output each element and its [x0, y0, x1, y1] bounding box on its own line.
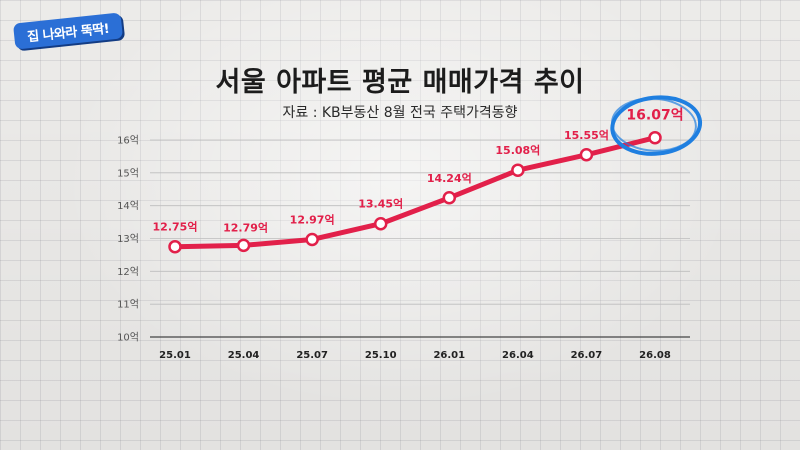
data-label: 16.07억 [626, 108, 683, 124]
data-label: 15.55억 [564, 129, 609, 142]
x-tick-label: 26.04 [502, 350, 534, 361]
x-tick-label: 26.08 [639, 350, 671, 361]
data-label: 12.97억 [290, 213, 335, 226]
data-label: 14.24억 [427, 172, 472, 185]
data-point [442, 191, 457, 205]
series-line [172, 135, 658, 250]
y-tick-label: 10억 [117, 332, 139, 344]
y-tick-label: 14억 [117, 200, 139, 212]
data-point [373, 216, 388, 231]
data-label: 12.75억 [153, 221, 198, 234]
y-tick-label: 13억 [117, 233, 139, 245]
data-label: 12.79억 [223, 221, 268, 234]
data-label: 13.45억 [358, 198, 403, 211]
x-tick-label: 25.04 [228, 350, 260, 361]
y-tick-label: 15억 [117, 167, 139, 179]
x-tick-label: 26.07 [571, 350, 603, 361]
data-point [648, 130, 662, 145]
y-tick-label: 12억 [117, 266, 139, 278]
x-tick-label: 25.10 [365, 350, 397, 361]
data-point [511, 163, 525, 177]
data-point [168, 239, 182, 254]
chart-title: 서울 아파트 평균 매매가격 추이 [215, 67, 585, 98]
chart-subtitle: 자료 : KB부동산 8월 전국 주택가격동향 [282, 105, 518, 121]
highlight-circle [610, 95, 703, 156]
x-tick-label: 25.07 [296, 350, 328, 361]
highlight-circle-stroke [610, 97, 697, 152]
data-point [236, 238, 251, 253]
data-point [305, 232, 319, 247]
y-tick-label: 16억 [117, 135, 139, 147]
y-tick-label: 11억 [117, 299, 139, 311]
data-point [579, 148, 594, 162]
data-label: 15.08억 [495, 144, 540, 157]
x-tick-label: 25.01 [159, 350, 191, 361]
x-tick-label: 26.01 [433, 350, 465, 361]
